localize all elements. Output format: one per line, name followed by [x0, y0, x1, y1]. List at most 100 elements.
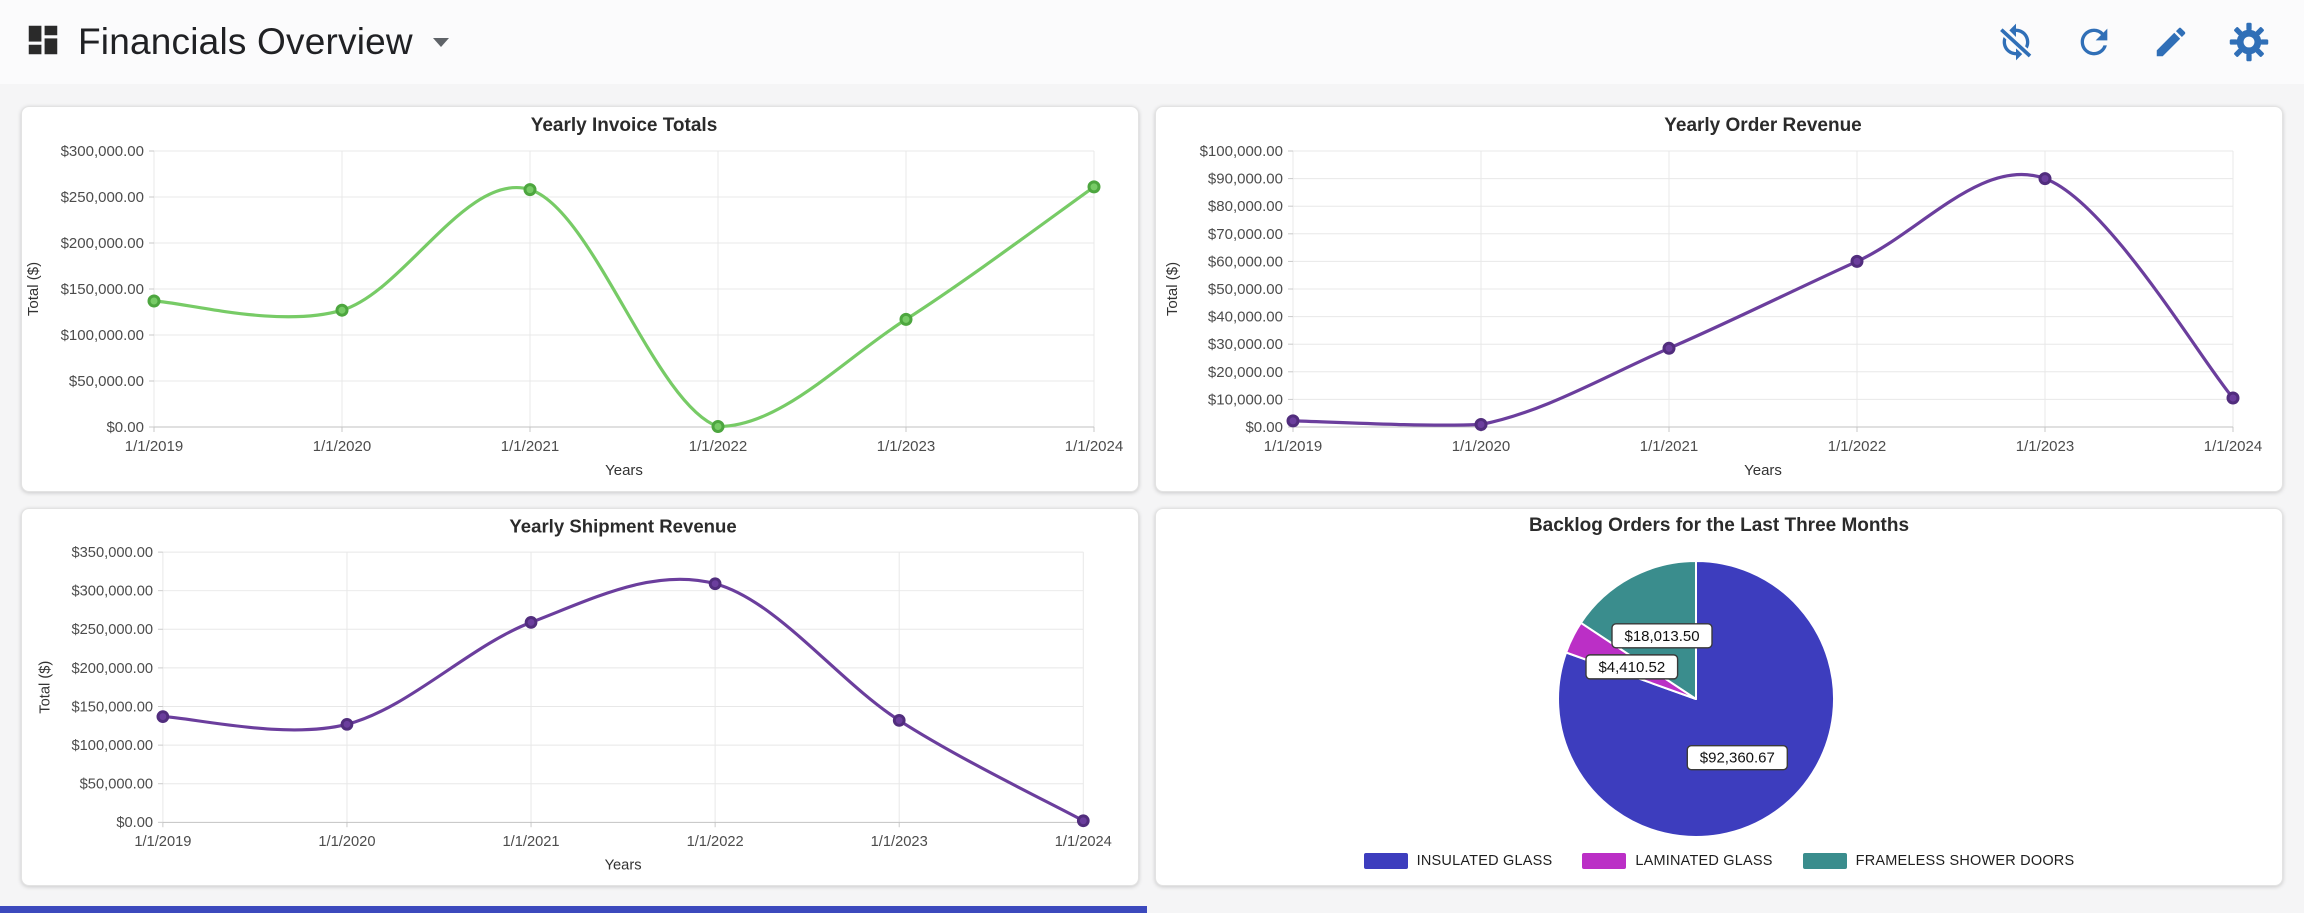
dashboard-grid: $0.00 $50,000.00 $100,000.00 $150,000.00 $20… — [0, 84, 2304, 886]
data-point[interactable] — [708, 577, 722, 591]
pie-label-box — [1686, 744, 1788, 771]
svg-text:$80,000.00: $80,000.00 — [1208, 198, 1283, 215]
svg-text:$40,000.00: $40,000.00 — [1208, 309, 1283, 326]
legend-label: INSULATED GLASS — [1416, 853, 1553, 869]
svg-text:$0.00: $0.00 — [116, 815, 153, 831]
svg-text:1/1/2021: 1/1/2021 — [502, 834, 559, 850]
data-point[interactable] — [1286, 414, 1300, 428]
svg-text:1/1/2022: 1/1/2022 — [1828, 438, 1886, 455]
svg-text:1/1/2020: 1/1/2020 — [1452, 438, 1510, 455]
legend-item[interactable]: INSULATED GLASS — [1363, 853, 1553, 869]
yearly-invoice-totals-chart: $0.00 $50,000.00 $100,000.00 $150,000.00 $20… — [25, 115, 1123, 479]
legend-item[interactable]: LAMINATED GLASS — [1582, 853, 1772, 869]
chart-title: Backlog Orders for the Last Three Months — [1529, 515, 1909, 536]
dashboard-icon — [24, 21, 62, 64]
svg-text:$0.00: $0.00 — [106, 419, 144, 436]
svg-text:$200,000.00: $200,000.00 — [61, 235, 144, 252]
panel-yearly-order-revenue: $0.00 $10,000.00 $20,000.00 $30,000.00 $40,0… — [1155, 106, 2283, 492]
y-axis-label: Total ($) — [25, 262, 42, 316]
pie-label: $92,360.67 — [1700, 750, 1775, 767]
sync-disabled-icon — [1998, 23, 2033, 61]
refresh-button[interactable] — [2070, 18, 2118, 66]
x-axis-label: Years — [1744, 462, 1782, 479]
data-point[interactable] — [156, 710, 170, 723]
chart-title: Yearly Invoice Totals — [531, 115, 718, 136]
svg-text:$60,000.00: $60,000.00 — [1208, 253, 1283, 270]
svg-text:1/1/2024: 1/1/2024 — [2204, 438, 2262, 455]
svg-text:1/1/2022: 1/1/2022 — [689, 438, 747, 455]
svg-text:$300,000.00: $300,000.00 — [71, 584, 153, 600]
panel-yearly-shipment-revenue: $0.00 $50,000.00 $100,000.00 $150,000.00 $20… — [21, 508, 1139, 886]
data-point[interactable] — [711, 420, 725, 433]
svg-text:1/1/2023: 1/1/2023 — [877, 438, 935, 455]
plot-line — [1291, 172, 2235, 427]
pie-label-box — [1585, 654, 1679, 680]
data-point[interactable] — [1076, 814, 1090, 828]
legend-label: FRAMELESS SHOWER DOORS — [1855, 853, 2075, 869]
plot-line — [152, 185, 1096, 429]
legend-swatch — [1363, 853, 1408, 869]
svg-text:$50,000.00: $50,000.00 — [1208, 281, 1283, 298]
settings-button[interactable] — [2224, 17, 2274, 67]
edit-icon — [2156, 27, 2186, 57]
legend-item[interactable]: FRAMELESS SHOWER DOORS — [1802, 853, 2075, 869]
data-point[interactable] — [2226, 391, 2240, 405]
svg-text:$350,000.00: $350,000.00 — [71, 545, 153, 561]
data-point[interactable] — [2038, 172, 2052, 186]
svg-text:$70,000.00: $70,000.00 — [1208, 226, 1283, 243]
chevron-down-icon[interactable] — [432, 37, 449, 47]
svg-text:1/1/2019: 1/1/2019 — [134, 834, 191, 850]
pie-label: $18,013.50 — [1624, 628, 1699, 645]
y-axis-label: Total ($) — [37, 661, 53, 714]
svg-text:1/1/2020: 1/1/2020 — [313, 438, 371, 455]
auto-refresh-disabled-button[interactable] — [1992, 18, 2040, 66]
pie-legend: INSULATED GLASS LAMINATED GLASS FRAMELESS … — [1363, 853, 2075, 869]
svg-text:1/1/2024: 1/1/2024 — [1055, 834, 1112, 850]
settings-icon — [2229, 22, 2269, 62]
data-point[interactable] — [1087, 180, 1101, 194]
data-point[interactable] — [524, 616, 538, 629]
data-point[interactable] — [1662, 341, 1676, 355]
svg-text:$100,000.00: $100,000.00 — [71, 738, 153, 754]
refresh-icon — [2080, 28, 2108, 56]
yearly-order-revenue-chart: $0.00 $10,000.00 $20,000.00 $30,000.00 $40,0… — [1164, 115, 2262, 479]
svg-text:1/1/2024: 1/1/2024 — [1065, 438, 1123, 455]
data-point[interactable] — [147, 294, 161, 308]
svg-text:$20,000.00: $20,000.00 — [1208, 364, 1283, 381]
chart-title: Yearly Shipment Revenue — [509, 516, 736, 537]
data-point[interactable] — [523, 183, 537, 197]
yearly-shipment-revenue-chart: $0.00 $50,000.00 $100,000.00 $150,000.00 $20… — [37, 516, 1112, 874]
svg-text:$90,000.00: $90,000.00 — [1208, 171, 1283, 188]
svg-text:$150,000.00: $150,000.00 — [71, 699, 153, 715]
backlog-orders-pie-chart: Backlog Orders for the Last Three Months… — [1529, 515, 1909, 838]
data-point[interactable] — [1850, 254, 1864, 268]
data-point[interactable] — [340, 717, 354, 731]
svg-text:$0.00: $0.00 — [1245, 419, 1283, 436]
svg-text:1/1/2021: 1/1/2021 — [1640, 438, 1698, 455]
svg-text:$150,000.00: $150,000.00 — [61, 281, 144, 298]
svg-text:1/1/2021: 1/1/2021 — [501, 438, 559, 455]
svg-text:1/1/2019: 1/1/2019 — [1264, 438, 1322, 455]
data-point[interactable] — [899, 312, 913, 326]
data-point[interactable] — [1474, 418, 1488, 431]
horizontal-scrollbar-thumb[interactable] — [0, 906, 1147, 913]
svg-text:$50,000.00: $50,000.00 — [69, 373, 144, 390]
legend-label: LAMINATED GLASS — [1635, 853, 1773, 869]
svg-text:$100,000.00: $100,000.00 — [61, 327, 144, 344]
svg-text:1/1/2023: 1/1/2023 — [871, 834, 928, 850]
plot-line — [161, 577, 1085, 823]
edit-button[interactable] — [2148, 19, 2194, 65]
pie-label-box — [1611, 623, 1713, 649]
svg-text:$300,000.00: $300,000.00 — [61, 143, 144, 160]
header: Financials Overview — [0, 0, 2304, 84]
pie-label: $4,410.52 — [1598, 659, 1665, 676]
svg-text:1/1/2020: 1/1/2020 — [318, 834, 375, 850]
panel-yearly-invoice-totals: $0.00 $50,000.00 $100,000.00 $150,000.00 $20… — [21, 106, 1139, 492]
data-point[interactable] — [335, 303, 349, 317]
svg-text:$100,000.00: $100,000.00 — [1200, 143, 1283, 160]
y-axis-label: Total ($) — [1164, 262, 1181, 316]
svg-text:1/1/2019: 1/1/2019 — [125, 438, 183, 455]
svg-text:$200,000.00: $200,000.00 — [71, 661, 153, 677]
svg-text:$250,000.00: $250,000.00 — [61, 189, 144, 206]
data-point[interactable] — [892, 714, 906, 727]
